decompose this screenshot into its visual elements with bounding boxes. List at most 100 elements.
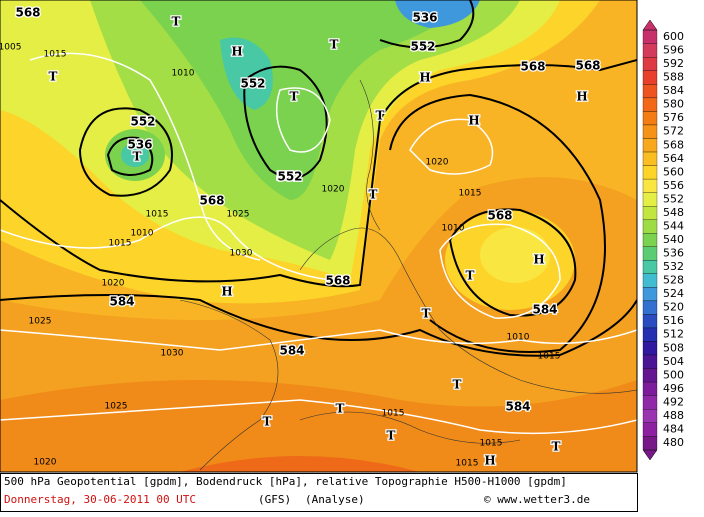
colorbar-swatch xyxy=(642,327,658,342)
pressure-center: H xyxy=(419,71,430,85)
colorbar-swatch xyxy=(642,124,658,139)
pressure-center: T xyxy=(336,402,345,416)
pressure-label: 1020 xyxy=(102,279,125,289)
pressure-center: H xyxy=(484,454,495,468)
colorbar-swatch xyxy=(642,287,658,302)
geopotential-label: 584 xyxy=(532,303,557,317)
geopotential-label: 584 xyxy=(109,295,134,309)
pressure-label: 1020 xyxy=(322,185,345,195)
pressure-label: 1020 xyxy=(426,158,449,168)
colorbar-swatch xyxy=(642,368,658,383)
colorbar-swatch xyxy=(642,178,658,193)
pressure-label: 1015 xyxy=(44,50,67,60)
pressure-center: T xyxy=(49,70,58,84)
pressure-label: 1010 xyxy=(172,69,195,79)
colorbar-label: 552 xyxy=(663,192,684,205)
colorbar-swatch xyxy=(642,219,658,234)
colorbar: 6005965925885845805765725685645605565525… xyxy=(642,19,684,461)
pressure-label: 1010 xyxy=(507,333,530,343)
colorbar-label: 596 xyxy=(663,44,684,57)
pressure-label: 1005 xyxy=(0,43,21,53)
colorbar-label: 568 xyxy=(663,138,684,151)
colorbar-label: 492 xyxy=(663,395,684,408)
colorbar-label: 576 xyxy=(663,111,684,124)
pressure-center: T xyxy=(466,269,475,283)
geopotential-label: 568 xyxy=(520,60,545,74)
colorbar-label: 516 xyxy=(663,314,684,327)
coastlines xyxy=(179,79,637,471)
pressure-label: 1010 xyxy=(131,229,154,239)
colorbar-swatch xyxy=(642,70,658,85)
pressure-center: H xyxy=(576,90,587,104)
geopotential-label: 536 xyxy=(127,138,152,152)
colorbar-swatch xyxy=(642,111,658,126)
geopotential-label: 568 xyxy=(325,274,350,288)
pressure-label: 1015 xyxy=(538,352,561,362)
geopotential-isolines xyxy=(0,0,637,357)
pressure-label: 1015 xyxy=(382,409,405,419)
colorbar-swatch xyxy=(642,422,658,437)
geopotential-label: 552 xyxy=(410,40,435,54)
colorbar-swatch xyxy=(642,138,658,153)
geopotential-label: 568 xyxy=(487,209,512,223)
colorbar-label: 512 xyxy=(663,328,684,341)
pressure-center: H xyxy=(468,114,479,128)
colorbar-swatch xyxy=(642,436,658,450)
pressure-label: 1020 xyxy=(34,458,57,468)
colorbar-label: 488 xyxy=(663,409,684,422)
colorbar-label: 496 xyxy=(663,382,684,395)
colorbar-label: 484 xyxy=(663,422,684,435)
pressure-center: T xyxy=(369,188,378,202)
colorbar-swatch xyxy=(642,273,658,288)
pressure-center: T xyxy=(376,109,385,123)
colorbar-label: 592 xyxy=(663,57,684,70)
colorbar-swatch xyxy=(642,233,658,247)
pressure-center: T xyxy=(422,307,431,321)
colorbar-label: 520 xyxy=(663,301,684,314)
colorbar-label: 588 xyxy=(663,71,684,84)
pressure-center: T xyxy=(453,378,462,392)
colorbar-swatch xyxy=(642,151,658,166)
colorbar-label: 556 xyxy=(663,179,684,192)
colorbar-swatch xyxy=(642,341,658,356)
geopotential-label: 536 xyxy=(412,11,437,25)
pressure-center: T xyxy=(552,440,561,454)
pressure-label: 1030 xyxy=(230,249,253,259)
colorbar-swatch xyxy=(642,206,658,220)
colorbar-arrow-bottom xyxy=(642,449,658,461)
colorbar-label: 560 xyxy=(663,165,684,178)
pressure-label: 1015 xyxy=(480,439,503,449)
colorbar-swatch xyxy=(642,409,658,423)
colorbar-label: 508 xyxy=(663,341,684,354)
pressure-label: 1015 xyxy=(456,459,479,469)
colorbar-swatch xyxy=(642,97,658,112)
map-frame xyxy=(0,0,638,473)
pressure-isolines xyxy=(0,52,637,435)
geopotential-label: 568 xyxy=(575,59,600,73)
colorbar-label: 600 xyxy=(663,30,684,43)
colorbar-swatch xyxy=(642,165,658,180)
colorbar-swatch xyxy=(642,57,658,71)
pressure-center: T xyxy=(330,38,339,52)
pressure-label: 1025 xyxy=(29,317,52,327)
geopotential-label: 584 xyxy=(505,400,530,414)
geopotential-label: 584 xyxy=(279,344,304,358)
geopotential-label: 568 xyxy=(15,6,40,20)
colorbar-label: 580 xyxy=(663,98,684,111)
geopotential-label: 568 xyxy=(199,194,224,208)
colorbar-label: 504 xyxy=(663,355,684,368)
colorbar-swatch xyxy=(642,300,658,315)
caption-credit: © www.wetter3.de xyxy=(484,493,590,506)
colorbar-label: 528 xyxy=(663,274,684,287)
pressure-center: T xyxy=(387,429,396,443)
colorbar-swatch xyxy=(642,192,658,207)
colorbar-swatch xyxy=(642,260,658,274)
pressure-label: 1025 xyxy=(227,210,250,220)
caption-box xyxy=(0,473,638,512)
colorbar-label: 584 xyxy=(663,84,684,97)
pressure-label: 1010 xyxy=(442,224,465,234)
geopotential-label: 552 xyxy=(240,77,265,91)
colorbar-label: 544 xyxy=(663,219,684,232)
caption-analysis: (Analyse) xyxy=(305,493,365,506)
